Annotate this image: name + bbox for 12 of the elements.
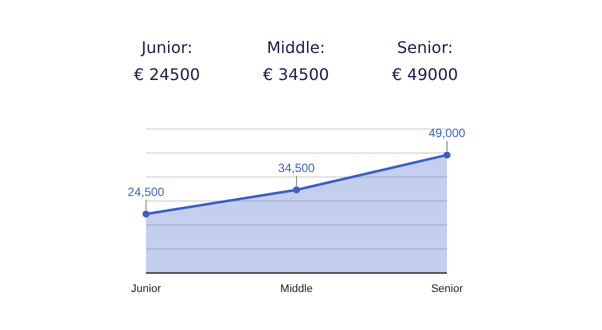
x-tick-label: Senior [431, 283, 464, 295]
text: € 49000 [392, 65, 458, 84]
x-tick-label: Middle [280, 283, 313, 295]
text: € 24500 [134, 65, 200, 84]
text: Middle: [266, 38, 326, 57]
data-label: 34,500 [278, 160, 316, 175]
text: Senior: [396, 38, 454, 57]
text: Junior: [140, 38, 192, 57]
data-label: 49,000 [428, 126, 466, 140]
x-tick-label: Junior [131, 283, 162, 295]
text: € 34500 [262, 65, 330, 84]
data-label: 24,500 [128, 184, 165, 199]
